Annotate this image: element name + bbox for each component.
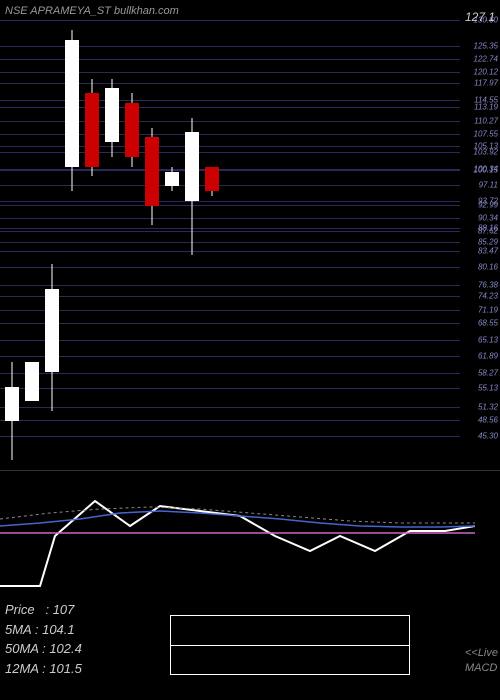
y-axis-labels: 130.60125.35122.74120.12117.97114.55113.… <box>460 20 500 460</box>
current-price-label: 127.1 <box>465 10 495 24</box>
ma5-value: 104.1 <box>42 622 75 637</box>
candlestick-chart <box>0 20 460 460</box>
ma50-row: 50MA : 102.4 <box>5 639 82 659</box>
live-label: <<Live <box>465 646 498 660</box>
macd-zero-line <box>171 645 409 646</box>
ma50-label: 50MA : <box>5 641 49 656</box>
macd-box <box>170 615 410 675</box>
indicator-panel <box>0 470 500 590</box>
ma12-row: 12MA : 101.5 <box>5 659 82 679</box>
ma12-label: 12MA : <box>5 661 49 676</box>
price-value: 107 <box>53 602 75 617</box>
price-info-box: Price : 107 5MA : 104.1 50MA : 102.4 12M… <box>5 600 82 678</box>
ma5-label: 5MA : <box>5 622 42 637</box>
price-label: Price : <box>5 602 53 617</box>
candlestick-series <box>0 20 460 460</box>
ma50-value: 102.4 <box>49 641 82 656</box>
chart-title: NSE APRAMEYA_ST bullkhan.com <box>5 5 179 17</box>
info-panel: Price : 107 5MA : 104.1 50MA : 102.4 12M… <box>0 590 500 700</box>
indicator-lines <box>0 471 475 591</box>
macd-label: MACD <box>465 661 498 675</box>
macd-labels: <<Live MACD <box>465 646 498 675</box>
ma5-row: 5MA : 104.1 <box>5 620 82 640</box>
price-row: Price : 107 <box>5 600 82 620</box>
stock-chart-container: NSE APRAMEYA_ST bullkhan.com 127.1 130.6… <box>0 0 500 700</box>
ma12-value: 101.5 <box>49 661 82 676</box>
